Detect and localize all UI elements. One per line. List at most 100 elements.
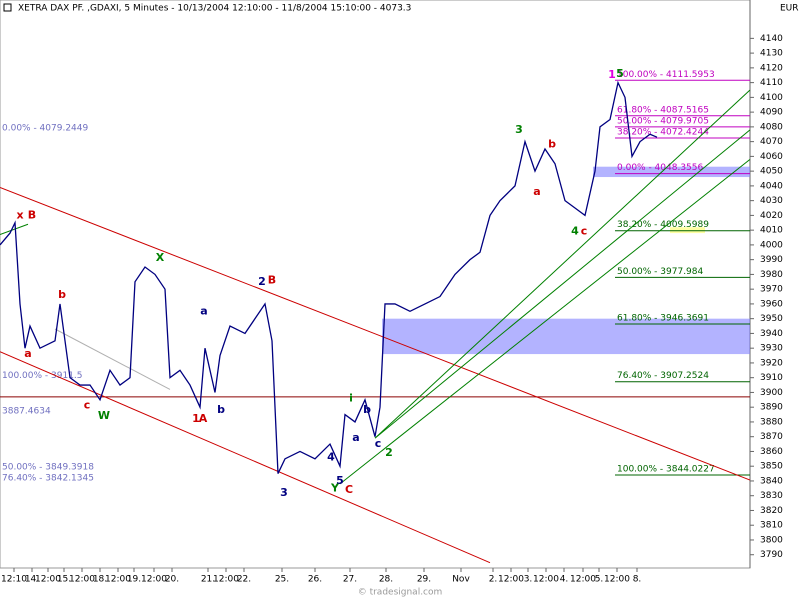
wave-label: 1	[192, 412, 200, 425]
wave-label: C	[345, 483, 353, 496]
wave-label: 2	[385, 446, 393, 459]
left-level-label: 3887.4634	[2, 406, 51, 416]
x-tick-label: 12:00	[570, 575, 596, 585]
x-tick-label: 28.	[379, 575, 393, 585]
currency: EUR	[780, 4, 799, 14]
y-tick-label: 3880	[760, 417, 783, 427]
wave-label: A	[199, 412, 208, 425]
background-layer: 3790 3800 3810 3820 3830 3840 3850 3860 3870 3880…	[0, 34, 783, 585]
wave-label: c	[581, 225, 588, 238]
trendline	[0, 187, 751, 481]
price-line	[0, 80, 658, 474]
x-tick-label: 2.	[489, 575, 498, 585]
fib-label: 100.00% - 4111.5953	[617, 70, 715, 80]
y-tick-label: 4080	[760, 122, 783, 132]
y-tick-label: 3940	[760, 329, 783, 339]
wave-label: 5	[616, 67, 624, 80]
zone	[670, 227, 705, 234]
wave-label: 1	[608, 68, 616, 81]
y-tick-label: 4070	[760, 137, 783, 147]
y-tick-label: 4130	[760, 49, 783, 59]
x-tick-label: 12:00	[141, 575, 167, 585]
y-tick-label: 4090	[760, 108, 783, 118]
wave-label: 4	[571, 225, 579, 238]
fib-label: 61.80% - 3946.3691	[617, 314, 709, 324]
x-tick-label: 29.	[417, 575, 431, 585]
y-tick-label: 3930	[760, 344, 783, 354]
x-tick-label: 20.	[165, 575, 179, 585]
y-tick-label: 4140	[760, 34, 783, 44]
wave-label: 2	[258, 275, 266, 288]
y-tick-label: 4060	[760, 152, 783, 162]
chart-title: XETRA DAX PF. ,GDAXI, 5 Minutes - 10/13/…	[18, 4, 411, 14]
x-tick-label: 12:00	[69, 575, 95, 585]
footer: © tradesignal.com	[358, 588, 443, 598]
x-tick-label: 12:00	[35, 575, 61, 585]
y-tick-label: 3840	[760, 476, 783, 486]
wave-label: c	[375, 437, 382, 450]
y-tick-label: 4050	[760, 167, 783, 177]
y-tick-label: 3900	[760, 388, 783, 398]
x-tick-label: 21.	[201, 575, 215, 585]
wave-label: 3	[515, 123, 523, 136]
y-tick-label: 3800	[760, 535, 783, 545]
wave-label: x	[16, 208, 23, 221]
wave-label: X	[156, 251, 165, 264]
fib-label: 50.00% - 4079.9705	[617, 116, 709, 126]
y-tick-label: 3870	[760, 432, 783, 442]
y-tick-label: 4100	[760, 93, 783, 103]
y-tick-label: 3980	[760, 270, 783, 280]
y-tick-label: 3960	[760, 299, 783, 309]
x-tick-label: 27.	[343, 575, 357, 585]
wave-label: b	[548, 138, 556, 151]
left-level-label: 0.00% - 4079.2449	[2, 123, 89, 133]
y-tick-label: 4000	[760, 240, 783, 250]
trendline	[54, 328, 171, 390]
y-tick-label: 3790	[760, 550, 783, 560]
y-tick-label: 4120	[760, 63, 783, 73]
x-tick-label: 8.	[633, 575, 642, 585]
x-tick-label: 12:00	[105, 575, 131, 585]
x-tick-label: 3.	[524, 575, 533, 585]
fib-label: 0.00% - 4048.3556	[617, 163, 704, 173]
y-tick-label: 3910	[760, 373, 783, 383]
x-tick-label: 5.	[595, 575, 604, 585]
trendline	[374, 89, 751, 439]
y-tick-label: 3830	[760, 491, 783, 501]
x-tick-label: 19.	[127, 575, 141, 585]
wave-label: b	[363, 403, 371, 416]
y-tick-label: 3920	[760, 358, 783, 368]
y-tick-label: 4110	[760, 78, 783, 88]
x-tick-label: 22.	[237, 575, 251, 585]
y-tick-label: 4040	[760, 181, 783, 191]
trendline	[374, 129, 751, 439]
x-tick-label: Nov	[452, 575, 470, 585]
wave-label: 5	[336, 474, 344, 487]
wave-label: 4	[327, 450, 335, 463]
wave-label: a	[200, 304, 207, 317]
fib-label: 61.80% - 4087.5165	[617, 105, 709, 115]
fib-label: 38.20% - 4009.5989	[617, 220, 709, 230]
y-tick-label: 4010	[760, 226, 783, 236]
wave-label: Y	[330, 481, 340, 494]
zone	[593, 166, 750, 178]
y-tick-label: 4020	[760, 211, 783, 221]
trendline	[0, 351, 491, 564]
wave-label: B	[28, 208, 36, 221]
wave-label: b	[58, 288, 66, 301]
plot-area	[0, 0, 751, 569]
wave-label: a	[24, 347, 31, 360]
y-tick-label: 4030	[760, 196, 783, 206]
y-tick-label: 3990	[760, 255, 783, 265]
x-tick-label: 25.	[275, 575, 289, 585]
wave-label: 3	[280, 486, 288, 499]
x-tick-label: 4.	[560, 575, 569, 585]
y-tick-label: 3850	[760, 462, 783, 472]
fib-label: 100.00% - 3844.0227	[617, 465, 715, 475]
wave-label: W	[98, 409, 110, 422]
x-tick-label: 12:00	[498, 575, 524, 585]
x-tick-label: 12:10	[1, 575, 27, 585]
fib-label: 76.40% - 3907.2524	[617, 371, 709, 381]
